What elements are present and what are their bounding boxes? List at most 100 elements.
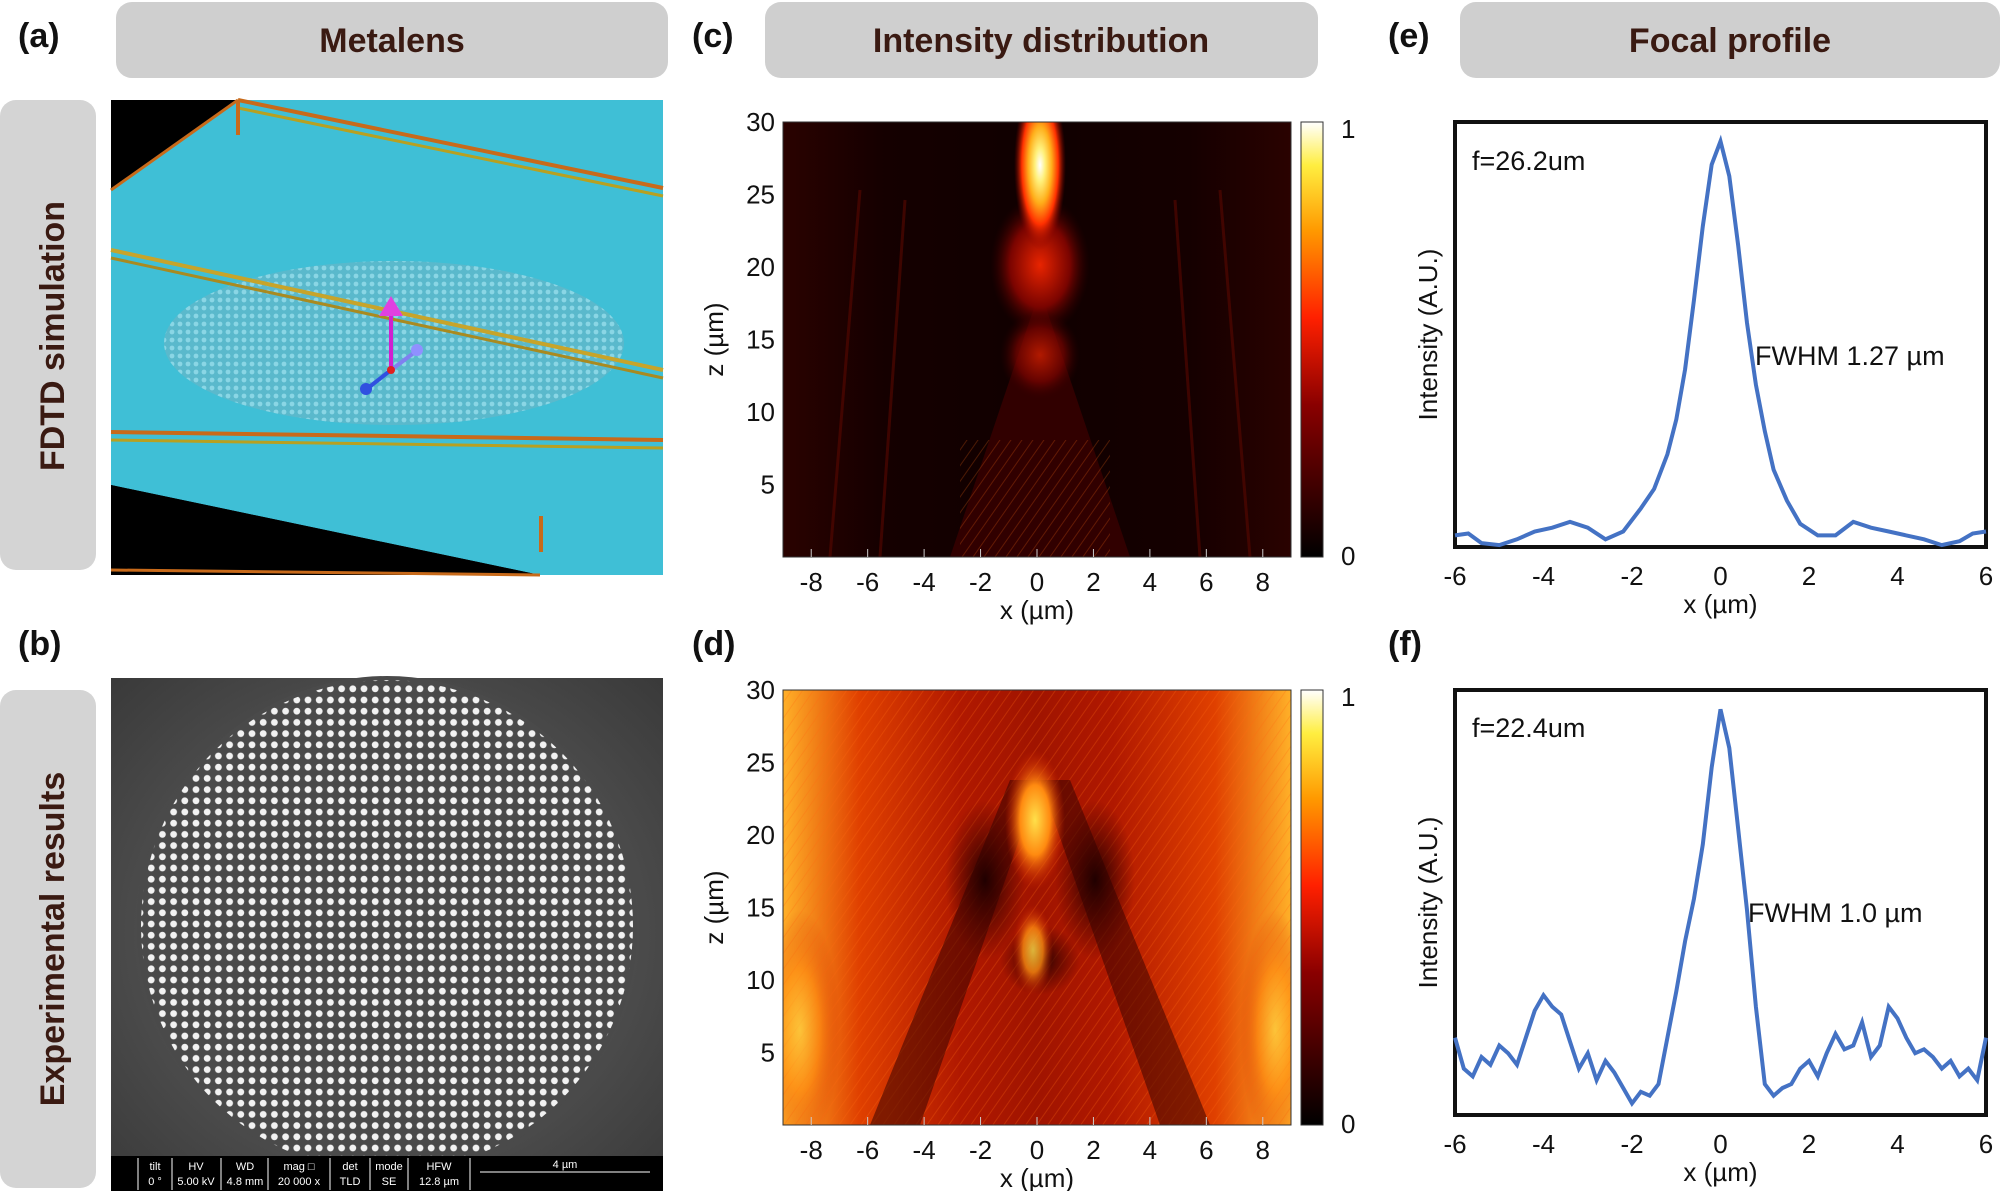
- sem-pillars: [141, 680, 633, 1172]
- panel-letter-d: (d): [692, 625, 735, 663]
- profile-f-xtick: -4: [1532, 1129, 1555, 1159]
- heatmap-d-xtick: -4: [913, 1135, 936, 1165]
- heatmap-c-xtick: 6: [1199, 567, 1213, 597]
- profile-f-xtick: -6: [1443, 1129, 1466, 1159]
- sem-scale-label: 4 µm: [553, 1159, 578, 1171]
- heatmap-c-xtick: -4: [913, 567, 936, 597]
- colorbar-d: [1300, 689, 1324, 1126]
- heatmap-c-focus: [1014, 122, 1066, 250]
- heatmap-c-ytick: 5: [761, 470, 775, 500]
- focal-profile-e: f=26.2um FWHM 1.27 µm -6 -4 -2 0 2 4 6 x (µm) In…: [1413, 120, 1993, 619]
- row-label-sim: FDTD simulation: [34, 201, 72, 471]
- sem-mode-header: mode: [375, 1161, 403, 1173]
- profile-f-xtick: 4: [1890, 1129, 1904, 1159]
- sem-databar: [111, 1156, 663, 1191]
- profile-e-xtick: 4: [1890, 561, 1904, 591]
- panel-letter-f: (f): [1388, 625, 1422, 663]
- profile-f-xlabel: x (µm): [1683, 1157, 1757, 1187]
- heatmap-c-ytick: 30: [746, 107, 775, 137]
- sem-wd-header: WD: [236, 1161, 254, 1173]
- heatmap-d-ytick: 10: [746, 965, 775, 995]
- profile-f-xtick: 0: [1713, 1129, 1727, 1159]
- profile-e-xlabel: x (µm): [1683, 589, 1757, 619]
- profile-e-fwhm: FWHM 1.27 µm: [1755, 341, 1945, 371]
- header-pill-intensity: [765, 2, 1318, 78]
- heatmap-d-xtick: 6: [1199, 1135, 1213, 1165]
- sem-mag-header: mag □: [283, 1161, 314, 1173]
- profile-e-focal-length: f=26.2um: [1472, 146, 1585, 176]
- heatmap-d-ytick: 20: [746, 820, 775, 850]
- heatmap-c-ytick: 10: [746, 397, 775, 427]
- profile-e-xtick: -6: [1443, 561, 1466, 591]
- heatmap-c-xtick: -2: [969, 567, 992, 597]
- sem-tilt-value: 0 °: [148, 1176, 162, 1188]
- heatmap-c-xtick: -6: [856, 567, 879, 597]
- profile-e-curve: [1454, 134, 1987, 548]
- heatmap-d-xtick: -6: [856, 1135, 879, 1165]
- colorbar-d-max: 1: [1341, 682, 1355, 712]
- header-metalens: Metalens: [319, 22, 465, 60]
- panel-letter-c: (c): [692, 17, 734, 55]
- colorbar-d-min: 0: [1341, 1109, 1355, 1139]
- colorbar-c-max: 1: [1341, 114, 1355, 144]
- heatmap-d-xtick: 0: [1030, 1135, 1044, 1165]
- row-pill-sim: [0, 100, 96, 570]
- heatmap-c-xtick: 4: [1143, 567, 1157, 597]
- sem-wd-value: 4.8 mm: [227, 1176, 264, 1188]
- profile-e-ylabel: Intensity (A.U.): [1413, 249, 1443, 421]
- header-focal: Focal profile: [1629, 22, 1831, 60]
- heatmap-c-xtick: 0: [1030, 567, 1044, 597]
- heatmap-d-focus: [1005, 750, 1065, 890]
- profile-f-xtick: -2: [1620, 1129, 1643, 1159]
- panel-letter-e: (e): [1388, 17, 1430, 55]
- heatmap-c-lobe: [990, 195, 1090, 335]
- sem-hfw-header: HFW: [426, 1161, 452, 1173]
- profile-f-frame: [1453, 688, 1988, 1117]
- monitor-line-3: [237, 98, 664, 190]
- fdtd-render: [110, 98, 664, 577]
- heatmap-d-xtick: 4: [1143, 1135, 1157, 1165]
- profile-f-xtick: 6: [1979, 1129, 1993, 1159]
- profile-f-curve: [1453, 708, 1988, 1108]
- heatmap-d-xtick: 2: [1086, 1135, 1100, 1165]
- heatmap-c-ytick: 15: [746, 325, 775, 355]
- heatmap-d-ytick: 5: [761, 1038, 775, 1068]
- panel-letter-a: (a): [18, 17, 60, 55]
- header-pill-focal: [1460, 2, 2000, 78]
- heatmap-d-ytick: 30: [746, 675, 775, 705]
- heatmap-d-xtick: 8: [1256, 1135, 1270, 1165]
- focal-profile-f: f=22.4um FWHM 1.0 µm -6 -4 -2 0 2 4 6 x (µm) Int…: [1413, 688, 1993, 1187]
- panel-letter-b: (b): [18, 625, 61, 663]
- row-label-exp: Experimental results: [34, 772, 72, 1106]
- heatmap-d-xtick: -2: [969, 1135, 992, 1165]
- colorbar-c-min: 0: [1341, 541, 1355, 571]
- heatmap-d-xlabel: x (µm): [1000, 1163, 1074, 1191]
- sem-mode-value: SE: [382, 1176, 397, 1188]
- sem-hfw-value: 12.8 µm: [419, 1176, 459, 1188]
- profile-e-frame: [1453, 120, 1988, 549]
- sem-hv-header: HV: [188, 1161, 204, 1173]
- sem-image: tilt 0 ° HV 5.00 kV WD 4.8 mm mag □ 20 0…: [111, 676, 663, 1191]
- profile-e-xtick: -4: [1532, 561, 1555, 591]
- heatmap-c-xtick: 8: [1256, 567, 1270, 597]
- sem-det-value: TLD: [340, 1176, 361, 1188]
- row-pill-exp: [0, 690, 96, 1188]
- profile-e-xtick: 6: [1979, 561, 1993, 591]
- heatmap-c-xtick: -8: [800, 567, 823, 597]
- heatmap-d-ylabel: z (µm): [699, 870, 729, 944]
- heatmap-c-ylabel: z (µm): [699, 302, 729, 376]
- heatmap-c-ytick: 25: [746, 180, 775, 210]
- sem-det-header: det: [342, 1161, 357, 1173]
- heatmap-d-ytick: 15: [746, 893, 775, 923]
- header-intensity: Intensity distribution: [873, 22, 1209, 60]
- profile-f-ylabel: Intensity (A.U.): [1413, 817, 1443, 989]
- header-pill-metalens: [116, 2, 668, 78]
- profile-f-fwhm: FWHM 1.0 µm: [1748, 898, 1923, 928]
- colorbar-c: [1300, 121, 1324, 558]
- sem-mag-value: 20 000 x: [278, 1176, 321, 1188]
- profile-f-xtick: 2: [1802, 1129, 1816, 1159]
- heatmap-c-ytick: 20: [746, 252, 775, 282]
